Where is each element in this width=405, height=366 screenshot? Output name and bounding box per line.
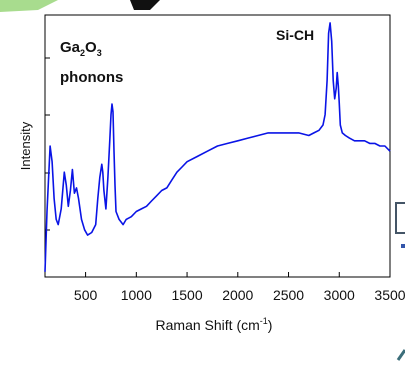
green-slide-shape <box>0 0 58 12</box>
x-axis-label-main: Raman Shift (cm <box>156 317 260 333</box>
x-axis-label-close: ) <box>268 317 273 333</box>
plot-frame <box>44 14 391 278</box>
x-axis-label: Raman Shift (cm-1) <box>156 316 273 333</box>
side-line <box>396 349 405 361</box>
annotation-o-sub: 3 <box>97 48 102 58</box>
x-tick-label: 1000 <box>121 287 152 303</box>
annotation-ga2o3: Ga2O3 <box>60 39 102 58</box>
annotation-phonons: phonons <box>60 69 123 86</box>
y-axis-label: Intensity <box>18 121 33 170</box>
x-tick-label: 3500 <box>374 287 405 303</box>
black-slide-shape <box>130 0 160 10</box>
side-box <box>395 202 405 234</box>
x-tick-label: 1500 <box>171 287 202 303</box>
x-axis-ticks: 500 1000 1500 2000 2500 3000 3500 <box>74 272 405 303</box>
x-tick-label: 500 <box>74 287 98 303</box>
spectrum-line <box>44 22 391 272</box>
x-axis-label-sup: -1 <box>260 316 268 326</box>
annotation-sich: Si-CH <box>276 27 314 43</box>
annotation-ga-sub: 2 <box>80 48 85 58</box>
x-tick-label: 2000 <box>222 287 253 303</box>
annotation-ga-base: Ga <box>60 39 81 56</box>
x-tick-label: 3000 <box>324 287 355 303</box>
x-tick-label: 2500 <box>273 287 304 303</box>
annotation-o-base: O <box>85 39 97 56</box>
